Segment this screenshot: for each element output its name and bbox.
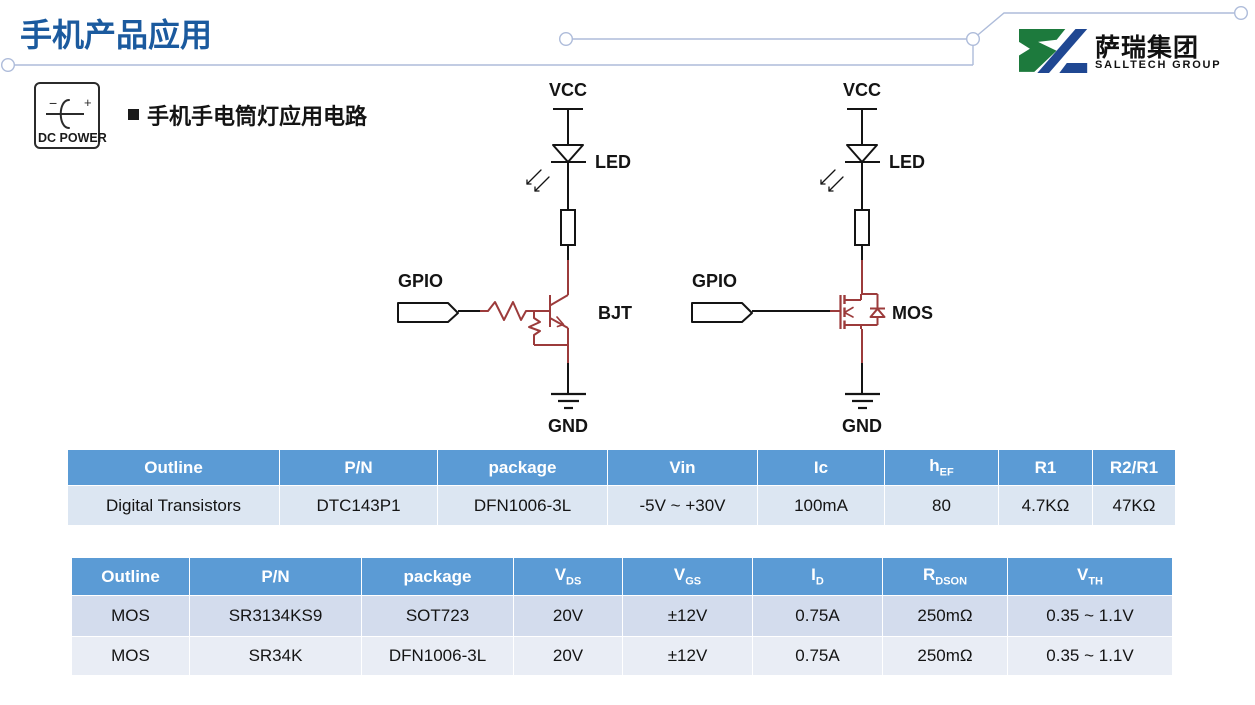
svg-text:GND: GND (842, 416, 882, 436)
svg-text:GND: GND (548, 416, 588, 436)
svg-text:VCC: VCC (843, 80, 881, 100)
svg-text:GPIO: GPIO (692, 271, 737, 291)
svg-text:+: + (84, 95, 92, 110)
svg-text:LED: LED (889, 152, 925, 172)
svg-text:LED: LED (595, 152, 631, 172)
svg-text:BJT: BJT (598, 303, 632, 323)
svg-text:−: − (49, 95, 57, 111)
svg-text:MOS: MOS (892, 303, 933, 323)
svg-text:GPIO: GPIO (398, 271, 443, 291)
svg-text:VCC: VCC (549, 80, 587, 100)
